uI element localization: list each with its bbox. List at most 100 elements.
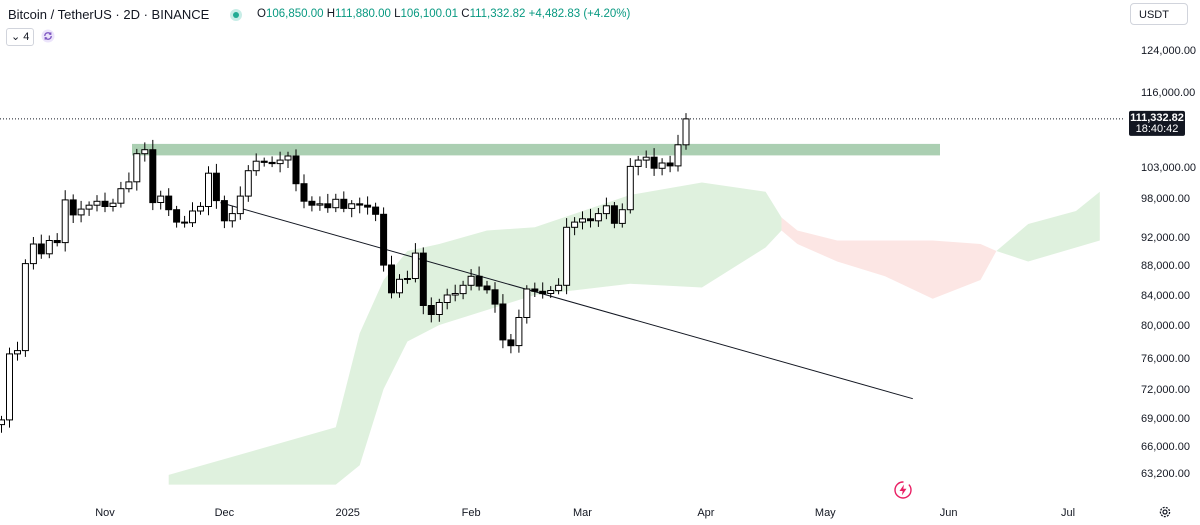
close-value: 111,332.82 [469, 8, 526, 20]
candle-body [181, 221, 189, 224]
symbol-title[interactable]: Bitcoin / TetherUS · 2D · BINANCE [8, 7, 210, 22]
candle [626, 158, 634, 214]
candle [411, 243, 419, 283]
candle [37, 234, 45, 259]
candle-body [523, 288, 531, 318]
candle-body [602, 205, 610, 215]
candle [523, 285, 531, 324]
candle [244, 165, 252, 202]
descending-trendline [220, 202, 913, 400]
candle [300, 174, 308, 209]
time-axis-label: Feb [462, 507, 481, 519]
candle-body [109, 202, 117, 207]
candle-body [396, 278, 403, 294]
candle-body [467, 275, 475, 286]
candle-body [515, 317, 523, 347]
ohlc-readout: O106,850.00 H111,880.00 L106,100.01 C111… [257, 8, 630, 20]
chart-header: Bitcoin / TetherUS · 2D · BINANCE O106,8… [0, 0, 1120, 30]
candle-body [77, 208, 85, 216]
candle [515, 309, 523, 353]
candle [157, 190, 165, 210]
candle-body [85, 204, 93, 210]
price-axis-label: 124,000.00 [1141, 45, 1196, 57]
last-price-badge: 111,332.82 18:40:42 [1129, 110, 1185, 136]
price-axis-label: 88,000.00 [1141, 260, 1190, 272]
candle [252, 153, 260, 176]
candle [594, 208, 602, 227]
price-axis-label: 66,000.00 [1141, 441, 1190, 453]
candle [602, 197, 610, 220]
price-axis-label: 76,000.00 [1141, 353, 1190, 365]
candle-body [587, 218, 594, 222]
candle-body [483, 285, 491, 291]
candle [587, 208, 594, 228]
time-axis-label: 2025 [335, 507, 359, 519]
candle [149, 139, 157, 211]
candle-body [451, 293, 459, 296]
time-axis-label: May [815, 507, 836, 519]
gear-icon[interactable] [1158, 505, 1172, 519]
candle-body [571, 221, 579, 228]
price-axis-label: 84,000.00 [1141, 290, 1190, 302]
candle-body [308, 200, 316, 206]
candle-body [507, 339, 515, 347]
candle [133, 148, 141, 191]
candle-body [435, 302, 443, 315]
candle-body [228, 213, 236, 222]
candle [666, 155, 674, 173]
candle-body [141, 149, 149, 155]
refresh-icon[interactable] [41, 29, 55, 43]
candle-body [117, 188, 125, 204]
time-axis-label: Dec [215, 507, 235, 519]
trendline [220, 202, 913, 400]
candle-body [268, 161, 276, 165]
lightning-icon[interactable] [893, 480, 913, 500]
ichimoku-cloud-forward [996, 191, 1100, 262]
candle-body [6, 353, 13, 421]
candle-body [260, 160, 268, 163]
candle [45, 235, 53, 259]
resistance-zone [132, 143, 940, 156]
candle-body [563, 226, 571, 286]
candle [356, 197, 364, 214]
candle [459, 280, 467, 300]
candle [610, 202, 618, 229]
candle [29, 237, 37, 270]
candle [324, 193, 332, 213]
candle [658, 158, 666, 176]
candle [21, 259, 29, 357]
candle [101, 192, 109, 213]
currency-select[interactable]: USDT [1130, 3, 1188, 25]
high-value: 111,880.00 [335, 8, 391, 20]
ichimoku-cloud [168, 182, 1100, 485]
candle-body [173, 209, 181, 223]
price-axis-label: 80,000.00 [1141, 320, 1190, 332]
time-axis[interactable]: Nov Dec 2025 Feb Mar Apr May Jun Jul [95, 507, 1075, 519]
indicators-toggle-button[interactable]: ⌄ 4 [6, 28, 35, 46]
time-axis-label: Mar [573, 507, 592, 519]
candle [109, 198, 117, 212]
candle-body [403, 278, 411, 280]
candle [547, 286, 555, 298]
price-axis-label: 116,000.00 [1141, 87, 1195, 99]
time-axis-label: Apr [697, 507, 714, 519]
candle [141, 142, 149, 162]
candle-body [324, 203, 332, 209]
time-axis-label: Jun [940, 507, 958, 519]
candle-body [594, 213, 602, 222]
candle-body [364, 204, 372, 208]
candle [499, 294, 507, 349]
candle [571, 217, 579, 236]
resistance-zone-band [132, 143, 940, 156]
candle-body [69, 199, 77, 216]
candle [507, 334, 515, 354]
candle-body [220, 200, 228, 222]
price-axis[interactable]: 124,000.00 116,000.00 103,000.00 98,000.00 9… [1141, 45, 1196, 480]
candle [212, 163, 220, 209]
candle [332, 193, 340, 213]
candle-body [316, 203, 324, 206]
candle [467, 269, 475, 291]
candle [205, 166, 212, 216]
candle-body [29, 243, 37, 265]
